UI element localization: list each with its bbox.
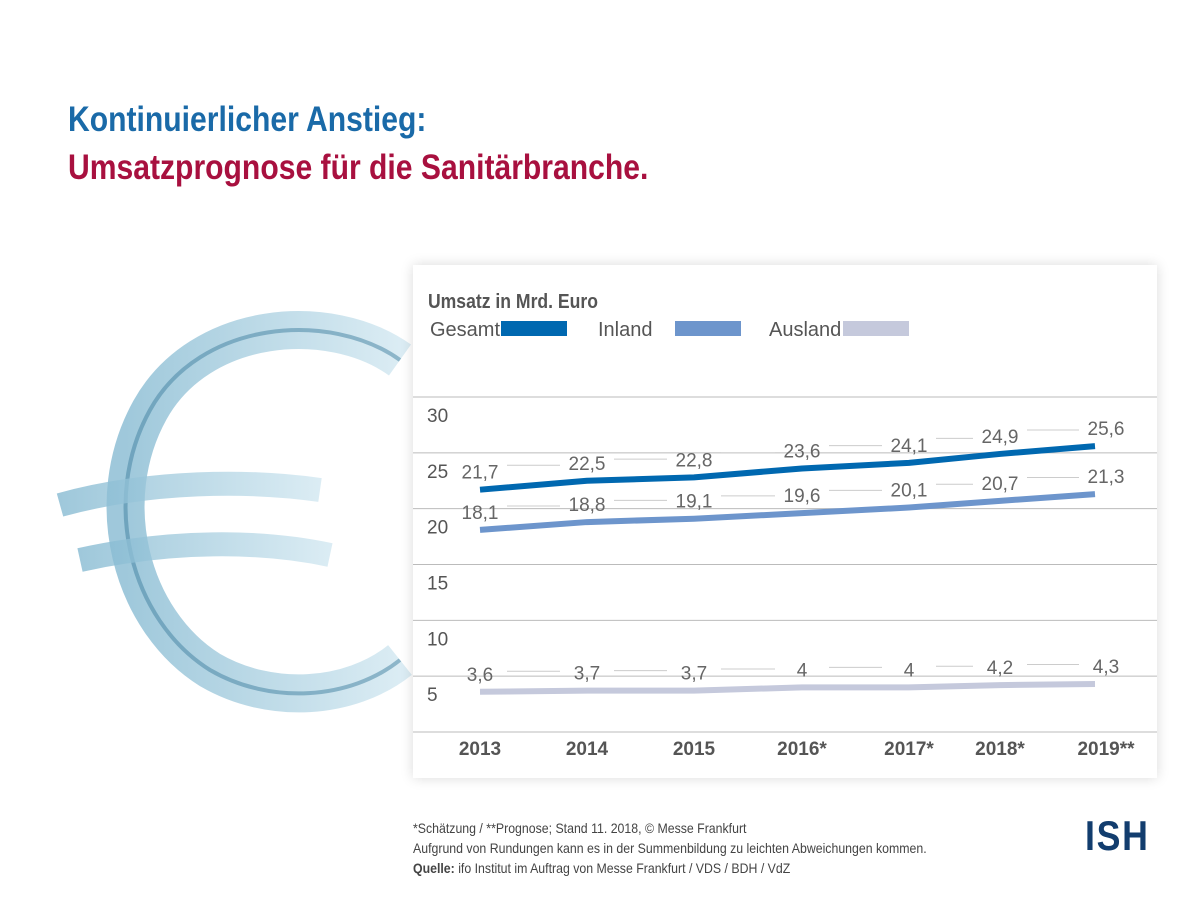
series-line-inland <box>479 491 1096 533</box>
water-euro-image <box>56 311 412 713</box>
data-label: 19,6 <box>784 486 821 507</box>
ish-logo: ISH <box>1085 812 1150 859</box>
data-label: 23,6 <box>784 441 821 462</box>
data-label: 20,7 <box>982 474 1019 495</box>
y-tick-label: 15 <box>427 574 448 595</box>
y-tick-label: 10 <box>427 629 448 650</box>
data-label: 22,5 <box>569 454 606 475</box>
data-label: 22,8 <box>676 450 713 471</box>
line-chart: Umsatz in Mrd. Euro Gesamt Inland Ausland … <box>413 290 1157 760</box>
data-label: 25,6 <box>1088 419 1125 440</box>
footer-line-1: *Schätzung / **Prognose; Stand 11. 2018,… <box>413 820 747 836</box>
x-tick-label: 2013 <box>459 739 501 760</box>
data-label: 4,2 <box>987 658 1013 679</box>
y-tick-label: 20 <box>427 518 448 539</box>
x-tick-label: 2017* <box>884 739 934 760</box>
data-label: 24,1 <box>891 436 928 457</box>
footer-line-2: Aufgrund von Rundungen kann es in der Su… <box>413 840 927 856</box>
data-label: 21,7 <box>462 463 499 484</box>
chart-title: Umsatz in Mrd. Euro <box>428 290 598 312</box>
footer-notes: *Schätzung / **Prognose; Stand 11. 2018,… <box>413 818 927 878</box>
legend-label-ausland: Ausland <box>769 319 841 341</box>
x-tick-label: 2015 <box>673 739 716 760</box>
data-label: 4 <box>797 660 808 681</box>
legend-swatch-inland <box>675 321 741 336</box>
legend-swatch-ausland <box>843 321 909 336</box>
y-tick-label: 30 <box>427 406 448 427</box>
footer-source: Quelle: ifo Institut im Auftrag von Mess… <box>413 858 927 878</box>
legend-label-gesamt: Gesamt <box>430 319 500 341</box>
source-label: Quelle: <box>413 860 455 876</box>
x-tick-label: 2016* <box>777 739 827 760</box>
data-label: 4 <box>904 660 915 681</box>
x-tick-label: 2014 <box>566 739 609 760</box>
y-tick-label: 5 <box>427 685 438 706</box>
data-label: 3,7 <box>574 664 600 685</box>
data-label: 3,7 <box>681 664 707 685</box>
data-label: 19,1 <box>676 492 713 513</box>
chart-panel: Umsatz in Mrd. Euro Gesamt Inland Ausland … <box>413 265 1157 778</box>
data-label: 18,1 <box>462 503 499 524</box>
data-label: 24,9 <box>982 427 1019 448</box>
x-tick-label: 2018* <box>975 739 1025 760</box>
data-label: 20,1 <box>891 481 928 502</box>
y-tick-label: 25 <box>427 462 448 483</box>
data-label: 4,3 <box>1093 657 1119 678</box>
legend-label-inland: Inland <box>598 319 653 341</box>
data-label: 3,6 <box>467 665 493 686</box>
series-line-gesamt <box>479 443 1096 493</box>
data-label: 18,8 <box>569 495 606 516</box>
source-text: ifo Institut im Auftrag von Messe Frankf… <box>454 860 791 876</box>
data-label: 21,3 <box>1088 467 1125 488</box>
legend-swatch-gesamt <box>501 321 567 336</box>
x-tick-label: 2019** <box>1077 739 1135 760</box>
title-line-1: Kontinuierlicher Anstieg: <box>68 100 427 139</box>
title-line-2: Umsatzprognose für die Sanitärbranche. <box>68 148 649 187</box>
series-line-ausland <box>479 680 1096 695</box>
